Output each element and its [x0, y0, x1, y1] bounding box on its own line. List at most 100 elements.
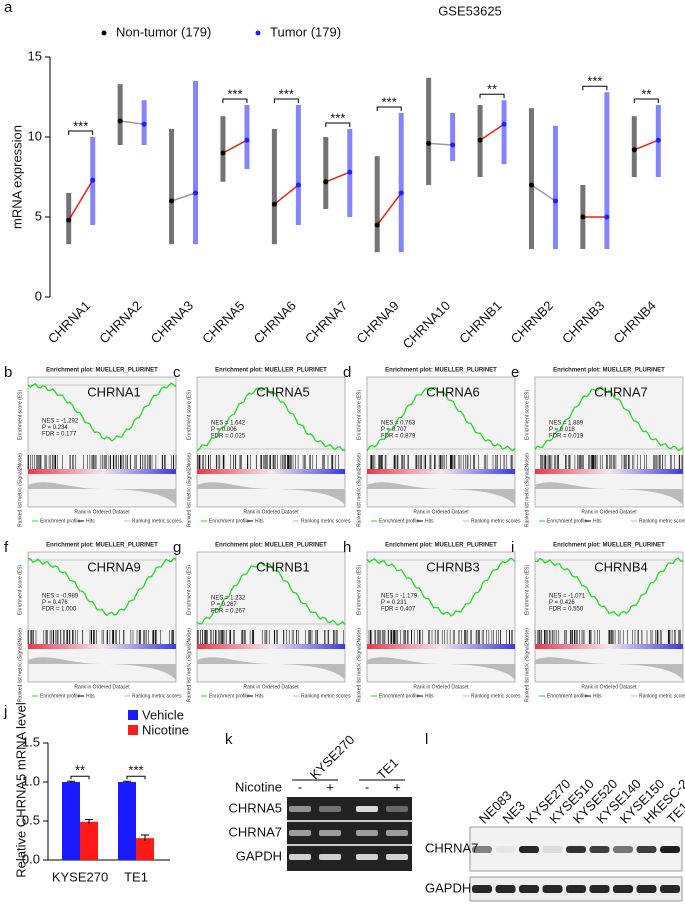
panel-letter: k [225, 731, 233, 748]
gsea-title: Enrichment plot: MUELLER_PLURINET [215, 368, 327, 374]
legend-label: Ranking metric scores [471, 693, 521, 699]
es-curve [366, 386, 516, 452]
blot-band [542, 846, 563, 853]
y-axis-label: Relative CHRNA5 mRNA level [13, 702, 28, 878]
blot-band [660, 846, 680, 853]
median-dot [193, 190, 199, 196]
sig-label: *** [227, 86, 242, 101]
median-dot [631, 147, 637, 153]
metric-area [28, 657, 176, 680]
stat-label: P = 0.707 [381, 427, 407, 433]
hits [197, 630, 344, 644]
blot-band [519, 885, 539, 893]
legend-label: Ranking metric scores [471, 518, 521, 524]
lane-label: + [393, 779, 401, 794]
legend-label: Ranking metric scores [132, 693, 182, 699]
median-dot [220, 150, 226, 156]
gsea-title: Enrichment plot: MUELLER_PLURINET [46, 368, 158, 374]
es-curve [366, 557, 516, 617]
gene-label: CHRNA5 [256, 384, 309, 399]
stat-label: P = 0.234 [42, 425, 68, 431]
hits [27, 630, 175, 644]
pair-line [325, 171, 351, 183]
x-axis-label: Rank in Ordered Dataset [74, 684, 130, 690]
legend-label: Hits [593, 518, 602, 524]
pair-line [531, 184, 556, 202]
sig-label: *** [128, 763, 143, 778]
blot-band [495, 885, 516, 893]
metric-area [535, 482, 683, 505]
x-tick-label: CHRNA10 [400, 298, 454, 352]
x-axis-label: Rank in Ordered Dataset [581, 509, 637, 515]
stat-label: P = 0.231 [381, 600, 407, 606]
gel-band [319, 854, 341, 860]
panel-letter: b [4, 364, 12, 381]
stat-label: FDR = 0.550 [549, 607, 584, 613]
x-tick-label: CHRNA1 [45, 298, 93, 346]
gsea-panel: i Enrichment plot: MUELLER_PLURINET Enrich… [511, 539, 685, 702]
gel-band [386, 854, 408, 860]
rank-gradient [28, 469, 176, 474]
metric-area [197, 657, 345, 680]
panel-letter: d [343, 364, 351, 381]
rank-gradient [535, 644, 683, 649]
legend-label: Ranking metric scores [301, 518, 351, 524]
bar [80, 821, 98, 860]
legend-label: Hits [255, 518, 264, 524]
range-bar [295, 105, 301, 225]
range-bar [220, 116, 226, 182]
y-tick-label: 1.5 [22, 734, 40, 749]
legend-label: Enrichment profile [379, 518, 420, 524]
gsea-title: Enrichment plot: MUELLER_PLURINET [553, 543, 665, 549]
pair-line [479, 123, 505, 141]
range-bar [501, 100, 507, 165]
x-axis-label: Rank in Ordered Dataset [74, 509, 130, 515]
blot-band [589, 846, 610, 853]
pair-line [68, 179, 94, 221]
gene-label: CHRNA7 [594, 384, 647, 399]
stat-label: FDR = 0.019 [549, 434, 584, 440]
median-dot [90, 177, 96, 183]
x-axis-label: Rank in Ordered Dataset [413, 684, 469, 690]
cell-line-label: KYSE270 [307, 732, 357, 782]
rank-gradient [367, 469, 515, 474]
sig-label: *** [330, 110, 345, 125]
rank-gradient [28, 644, 176, 649]
pair-line [273, 184, 299, 205]
legend-label: Hits [86, 518, 95, 524]
y-tick-label: 15 [28, 48, 42, 63]
es-axis-label: Enrichment score (ES) [524, 390, 530, 441]
sig-label: *** [73, 118, 88, 133]
x-tick-label: KYSE270 [52, 869, 108, 884]
hits [534, 630, 681, 644]
treatment-label: Nicotine [235, 779, 282, 794]
metric-area [28, 482, 176, 505]
rank-gradient [197, 469, 345, 474]
hits [540, 455, 684, 469]
stat-label: FDR = 1.000 [42, 607, 77, 613]
es-curve [27, 382, 177, 442]
gene-label: CHRNA1 [87, 384, 140, 399]
es-curve [27, 557, 177, 617]
gsea-panel: d Enrichment plot: MUELLER_PLURINET Enrich… [343, 364, 521, 527]
y-axis-label: mRNA expression [9, 125, 24, 229]
gel-band [386, 806, 408, 812]
metric-axis-label: Ranked list metric (Signal2Noise) [356, 453, 362, 527]
median-dot [552, 198, 558, 204]
error-bar [141, 834, 149, 842]
range-bar [117, 84, 123, 145]
x-tick-label: CHRNA3 [148, 298, 196, 346]
stat-label: FDR = 0.025 [211, 434, 246, 440]
sig-label: ** [75, 763, 85, 778]
sig-bracket [273, 98, 299, 103]
es-axis-label: Enrichment score (ES) [17, 390, 23, 441]
gene-label: CHRNB3 [426, 559, 479, 574]
es-axis-label: Enrichment score (ES) [356, 390, 362, 441]
gel-band [386, 830, 408, 836]
panel-letter: c [173, 364, 181, 381]
row-label: GAPDH [236, 848, 282, 863]
sig-bracket [126, 775, 146, 780]
sig-label: *** [587, 74, 602, 89]
pair-line [634, 139, 659, 151]
legend-label: Tumor (179) [270, 24, 341, 39]
